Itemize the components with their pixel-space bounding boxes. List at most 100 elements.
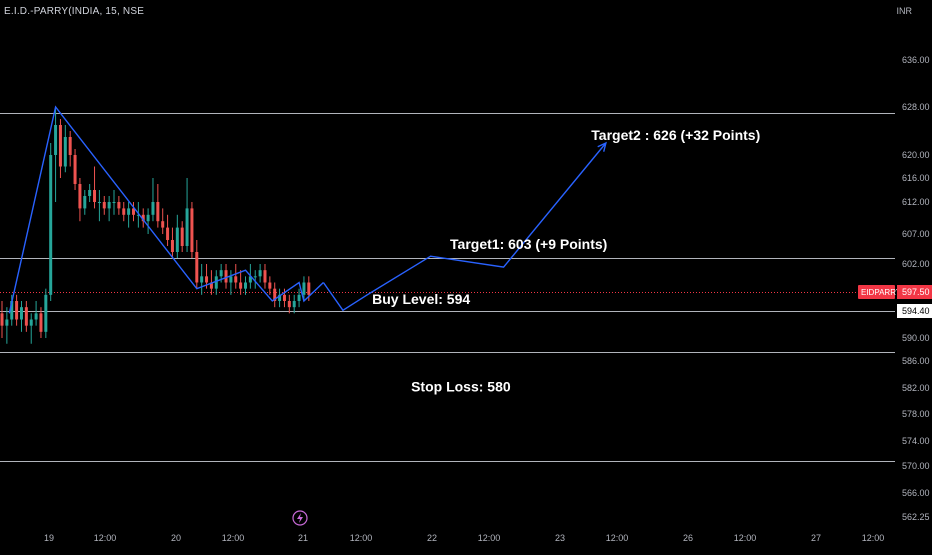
candle-body bbox=[278, 294, 282, 301]
candle-body bbox=[170, 240, 174, 252]
price-badge-label: 597.50 bbox=[902, 287, 930, 297]
candle-body bbox=[54, 125, 58, 155]
y-tick-label: 620.00 bbox=[902, 150, 930, 160]
y-tick-label: 636.00 bbox=[902, 55, 930, 65]
y-tick-label: 628.00 bbox=[902, 102, 930, 112]
candle-body bbox=[112, 202, 116, 203]
candle-body bbox=[175, 227, 179, 252]
annotation-label: Target2 : 626 (+32 Points) bbox=[591, 127, 760, 143]
candle-body bbox=[224, 270, 228, 283]
candle-body bbox=[190, 208, 194, 252]
y-tick-label: 616.00 bbox=[902, 173, 930, 183]
x-tick-label: 12:00 bbox=[222, 533, 245, 543]
candle-body bbox=[268, 282, 272, 289]
candle-body bbox=[44, 294, 48, 332]
y-tick-label: 578.00 bbox=[902, 409, 930, 419]
annotation-label: Stop Loss: 580 bbox=[411, 378, 511, 394]
candle-body bbox=[248, 276, 252, 283]
y-tick-label: 607.00 bbox=[902, 229, 930, 239]
candle-body bbox=[131, 208, 135, 215]
candle-body bbox=[151, 202, 155, 215]
lightning-icon-ring bbox=[292, 510, 308, 526]
candle-body bbox=[88, 190, 92, 196]
candle-body bbox=[166, 227, 170, 240]
candle-body bbox=[229, 276, 233, 283]
y-tick-label: 562.25 bbox=[902, 512, 930, 522]
x-tick-label: 21 bbox=[298, 533, 308, 543]
candle-body bbox=[34, 313, 38, 320]
x-tick-label: 27 bbox=[811, 533, 821, 543]
candle-body bbox=[195, 252, 199, 283]
candle-body bbox=[15, 301, 19, 320]
x-tick-label: 12:00 bbox=[94, 533, 117, 543]
candle-body bbox=[39, 313, 43, 332]
candle-body bbox=[307, 282, 311, 295]
symbol-badge bbox=[858, 285, 895, 299]
candle-body bbox=[10, 301, 14, 320]
lightning-icon[interactable] bbox=[292, 510, 308, 526]
candle-body bbox=[63, 137, 67, 167]
candle-body bbox=[107, 202, 111, 209]
candle-body bbox=[49, 155, 53, 295]
x-tick-label: 12:00 bbox=[734, 533, 757, 543]
candle-body bbox=[29, 319, 33, 326]
y-tick-label: 566.00 bbox=[902, 488, 930, 498]
candle-body bbox=[68, 137, 72, 155]
buy-level-badge bbox=[897, 304, 932, 318]
candle-body bbox=[200, 276, 204, 283]
candle-body bbox=[102, 202, 106, 209]
candle-body bbox=[244, 282, 247, 289]
x-tick-label: 12:00 bbox=[478, 533, 501, 543]
x-tick-label: 12:00 bbox=[606, 533, 629, 543]
candle-body bbox=[156, 202, 160, 222]
candle-body bbox=[180, 227, 184, 246]
candle-body bbox=[136, 214, 140, 216]
candle-body bbox=[282, 294, 286, 301]
x-tick-label: 20 bbox=[171, 533, 181, 543]
candle-body bbox=[214, 276, 218, 289]
x-tick-label: 12:00 bbox=[862, 533, 885, 543]
zigzag-pattern-line bbox=[8, 105, 324, 314]
x-tick-label: 12:00 bbox=[350, 533, 373, 543]
candle-body bbox=[93, 190, 97, 202]
lightning-icon-bolt bbox=[297, 513, 303, 523]
projection-arrowhead bbox=[597, 141, 607, 152]
candle-body bbox=[292, 301, 296, 308]
candle-body bbox=[141, 214, 145, 222]
candle-body bbox=[263, 270, 267, 283]
symbol-title: E.I.D.-PARRY(INDIA, 15, NSE bbox=[4, 6, 145, 17]
candle-body bbox=[122, 208, 126, 215]
buy-level-badge-label: 594.40 bbox=[902, 306, 930, 316]
candle-body bbox=[273, 288, 277, 301]
candle-body bbox=[234, 276, 238, 283]
projection-line bbox=[322, 142, 607, 312]
candle-body bbox=[0, 313, 4, 326]
annotation-label: Buy Level: 594 bbox=[372, 291, 470, 307]
price-badge bbox=[897, 285, 932, 299]
candle-body bbox=[117, 202, 121, 209]
candle-body bbox=[287, 301, 291, 308]
currency-label: INR bbox=[896, 6, 913, 16]
candle-body bbox=[146, 214, 150, 222]
y-tick-label: 570.00 bbox=[902, 461, 930, 471]
y-tick-label: 574.00 bbox=[902, 436, 930, 446]
x-tick-label: 23 bbox=[555, 533, 565, 543]
candle-body bbox=[219, 270, 223, 277]
x-tick-label: 26 bbox=[683, 533, 693, 543]
y-tick-label: 590.00 bbox=[902, 333, 930, 343]
candle-body bbox=[73, 155, 77, 184]
candle-body bbox=[161, 221, 165, 228]
candle-body bbox=[97, 202, 101, 203]
candle-body bbox=[239, 282, 243, 289]
candle-body bbox=[209, 282, 213, 289]
candle-body bbox=[24, 307, 28, 326]
candle-body bbox=[258, 270, 262, 277]
candle-body bbox=[185, 208, 189, 246]
candle-body bbox=[58, 125, 62, 167]
annotation-label: Target1: 603 (+9 Points) bbox=[450, 236, 607, 252]
candle-body bbox=[302, 282, 306, 295]
candle-body bbox=[205, 276, 209, 283]
x-tick-label: 19 bbox=[44, 533, 54, 543]
